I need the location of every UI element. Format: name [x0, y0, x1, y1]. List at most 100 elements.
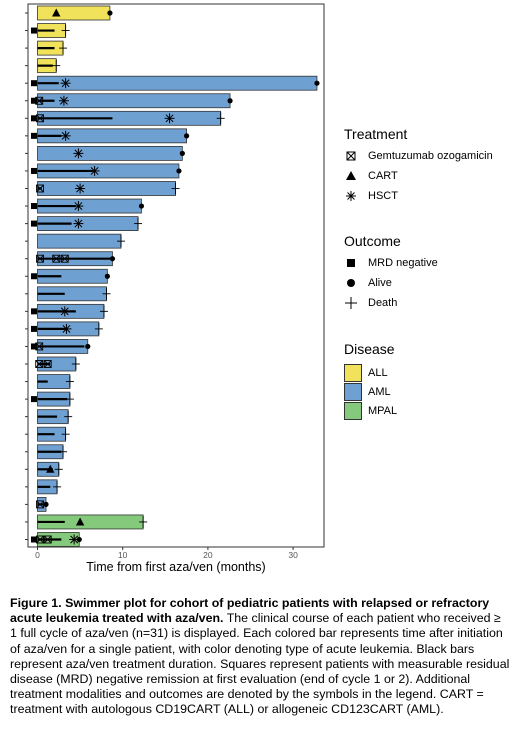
- hsct-stroke-d2: [62, 324, 71, 333]
- hsct-stroke-d2: [70, 535, 79, 544]
- gemtuzumab-marker: [35, 96, 44, 105]
- patient-row: [31, 93, 233, 109]
- death-plus-marker: [116, 235, 125, 248]
- hsct-asterisk-marker: [60, 78, 71, 89]
- hsct-asterisk-marker: [60, 130, 71, 141]
- gemtuzumab-marker: [52, 254, 61, 263]
- gemtuzumab-box: [60, 254, 69, 263]
- death-plus-marker: [65, 393, 74, 406]
- mrd-square-marker: [31, 308, 37, 315]
- gemtuzumab-box: [35, 96, 44, 105]
- y-axis: [25, 12, 28, 540]
- patient-row: [36, 251, 116, 267]
- swatch-mpal: [344, 402, 362, 420]
- hsct-asterisk-marker: [73, 218, 84, 229]
- patient-bar-aml: [37, 75, 318, 91]
- circle-icon: [347, 279, 355, 287]
- triangle-icon: [346, 171, 356, 180]
- hsct-asterisk-marker: [69, 534, 80, 545]
- death-plus-marker: [171, 182, 180, 195]
- hsct-asterisk-marker: [73, 148, 84, 159]
- hsct-asterisk-marker: [75, 183, 86, 194]
- patient-row: [36, 496, 49, 512]
- mrd-square-marker: [31, 536, 37, 543]
- alive-circle-marker: [43, 501, 49, 507]
- hsct-asterisk-marker: [59, 306, 70, 317]
- hsct-stroke-d2: [74, 149, 83, 158]
- patient-row: [31, 128, 190, 144]
- hsct-asterisk-marker: [73, 201, 84, 212]
- cart-triangle-marker: [75, 517, 85, 526]
- alive-circle-marker: [76, 536, 82, 543]
- x-axis: 0 10 20 30: [35, 547, 298, 560]
- gemtuzumab-cross-b: [36, 254, 44, 263]
- legend-label-death: Death: [368, 297, 398, 309]
- gemtuzumab-cross-b: [36, 184, 44, 193]
- asterisk-icon: [346, 191, 356, 201]
- alive-circle-marker: [184, 133, 190, 139]
- legend-label-gemtuzumab: Gemtuzumab ozogamicin: [368, 150, 493, 162]
- x-tick-label: 0: [35, 550, 40, 560]
- patient-row: [31, 339, 91, 354]
- patient-row: [37, 5, 113, 21]
- death-plus-marker: [61, 428, 70, 441]
- death-plus-marker: [139, 515, 148, 528]
- alive-circle-marker: [104, 273, 110, 279]
- mrd-square-marker: [31, 97, 37, 104]
- square-icon: [347, 259, 355, 267]
- hsct-stroke-d2: [74, 219, 83, 228]
- patient-bar-aml: [37, 181, 176, 196]
- gemtuzumab-box: [52, 254, 61, 263]
- legend-label-aml: AML: [368, 386, 391, 398]
- death-plus-marker: [64, 410, 73, 423]
- gemtuzumab-box: [36, 114, 45, 123]
- caption-body: The clinical course of each patient who …: [10, 611, 510, 717]
- patient-row: [37, 426, 70, 442]
- patient-row: [37, 40, 68, 56]
- legend-label-hsct: HSCT: [368, 190, 398, 202]
- legend-label-alive: Alive: [368, 277, 392, 289]
- legend-treatment-title: Treatment: [344, 126, 408, 142]
- legend-label-mrd: MRD negative: [368, 257, 438, 269]
- patient-row: [31, 163, 182, 179]
- hsct-stroke-d2: [59, 96, 68, 105]
- mrd-square-marker: [31, 80, 37, 87]
- patient-row: [31, 321, 103, 337]
- gemtuzumab-cross-b: [36, 114, 44, 123]
- swimmer-plot: 0 10 20 30 Time from first aza/ven (months): [25, 3, 325, 574]
- alive-circle-marker: [138, 203, 145, 209]
- gemtuzumab-cross-b: [36, 500, 44, 509]
- death-plus-marker: [59, 42, 68, 55]
- swatch-aml: [344, 383, 362, 401]
- death-plus-marker: [53, 480, 62, 493]
- gemtuzumab-cross-b: [52, 254, 61, 263]
- mrd-square-marker: [31, 396, 37, 403]
- gemtuzumab-cross-b: [43, 360, 52, 368]
- alive-circle-marker: [179, 150, 185, 156]
- patient-row: [31, 532, 82, 547]
- patient-row: [37, 374, 74, 389]
- death-plus-marker: [59, 445, 68, 458]
- patient-row: [35, 356, 80, 372]
- gemtuzumab-box: [43, 535, 52, 544]
- patient-row: [31, 198, 145, 214]
- alive-circle-marker: [227, 98, 233, 104]
- gemtuzumab-marker: [60, 254, 69, 263]
- patient-row: [31, 75, 320, 91]
- patient-row: [37, 409, 73, 425]
- mrd-square-marker: [31, 273, 37, 280]
- patient-row: [31, 216, 143, 232]
- gemtuzumab-cross-b: [35, 96, 44, 105]
- x-tick-label: 10: [118, 550, 128, 560]
- gemtuzumab-box: [36, 254, 45, 263]
- gemtuzumab-cross-b: [35, 342, 44, 351]
- legend-disease-title: Disease: [344, 341, 395, 357]
- gemtuzumab-cross-b: [60, 254, 69, 263]
- hsct-stroke-d2: [74, 202, 83, 211]
- patient-row: [37, 58, 61, 74]
- cart-triangle-marker: [46, 464, 55, 473]
- hsct-asterisk-marker: [58, 95, 69, 106]
- swatch-all: [344, 364, 362, 382]
- death-plus-marker: [216, 112, 225, 125]
- mrd-square-marker: [31, 325, 37, 332]
